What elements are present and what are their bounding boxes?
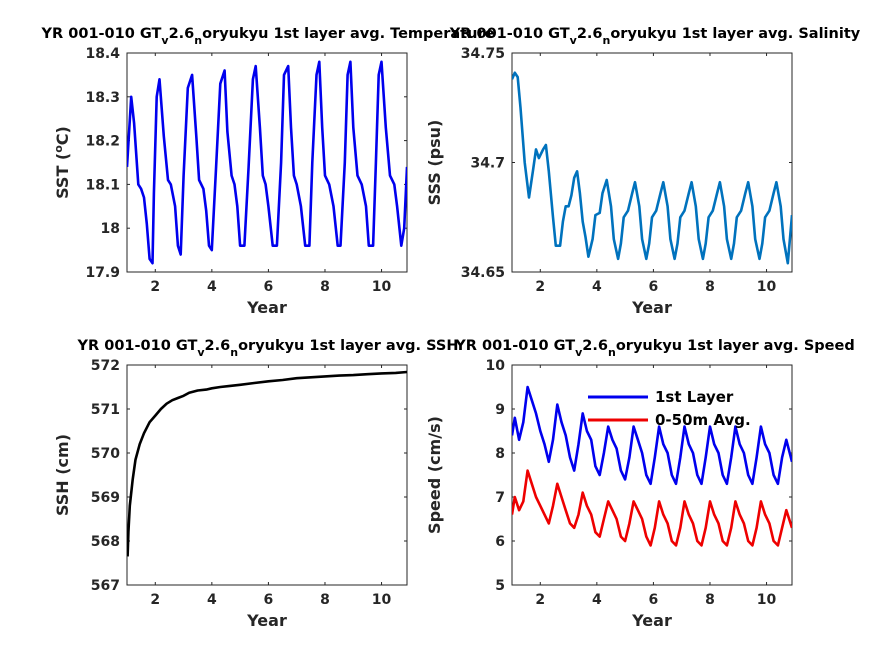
x-axis-label: Year xyxy=(246,298,287,317)
y-tick-label: 571 xyxy=(91,402,120,418)
x-tick-label: 8 xyxy=(705,592,715,608)
x-tick-label: 4 xyxy=(592,279,602,295)
chart-title-part: v xyxy=(575,346,583,359)
legend-entry: 1st Layer xyxy=(655,388,734,406)
x-axis-label: Year xyxy=(631,611,672,630)
y-tick-label: 6 xyxy=(495,534,505,550)
x-tick-label: 4 xyxy=(207,592,217,608)
y-axis-label-part: Speed (cm/s) xyxy=(425,416,444,534)
x-tick-label: 2 xyxy=(150,279,160,295)
y-tick-label: 18.1 xyxy=(85,177,120,193)
y-tick-label: 18 xyxy=(101,221,120,237)
y-tick-label: 5 xyxy=(495,578,505,594)
chart-title-part: YR 001-010 GT xyxy=(454,338,575,354)
y-axis-label-part: o xyxy=(52,145,65,153)
chart-title-part: 2.6 xyxy=(169,26,195,42)
plot-area xyxy=(511,52,793,273)
series-line-1 xyxy=(127,370,407,557)
chart-title-part: n xyxy=(608,346,616,359)
x-tick-label: 2 xyxy=(535,592,545,608)
y-axis-label-part: C) xyxy=(53,126,72,145)
x-tick-label: 10 xyxy=(757,592,777,608)
y-tick-label: 568 xyxy=(91,534,120,550)
y-tick-label: 569 xyxy=(91,490,120,506)
y-axis-label: Speed (cm/s) xyxy=(425,416,444,534)
y-tick-label: 7 xyxy=(495,490,505,506)
chart-panel-2: 2 4 6 8 10 34.65 34.7 34.75 Year SSS (psu) YR 001-… xyxy=(425,26,861,317)
chart-title: YR 001-010 GTv2.6noryukyu 1st layer avg.… xyxy=(41,26,495,47)
y-tick-label: 18.2 xyxy=(85,134,120,150)
chart-title-part: 2.6 xyxy=(577,26,603,42)
x-tick-label: 8 xyxy=(320,279,330,295)
chart-title: YR 001-010 GTv2.6noryukyu 1st layer avg.… xyxy=(77,338,459,359)
chart-title-part: v xyxy=(161,34,169,47)
series-line-1 xyxy=(127,60,407,265)
y-tick-label: 567 xyxy=(91,578,120,594)
legend-entry: 0-50m Avg. xyxy=(655,411,751,429)
y-axis-label-part: SSS (psu) xyxy=(425,120,444,206)
x-tick-label: 10 xyxy=(372,279,392,295)
y-axis-label-part: SST ( xyxy=(53,153,72,199)
x-tick-label: 6 xyxy=(649,279,659,295)
chart-title-part: v xyxy=(570,34,578,47)
y-tick-label: 572 xyxy=(91,358,120,374)
chart-panel-1: 2 4 6 8 10 17.9 18 18.1 18.2 18.3 18.4 Year SST (oC)… xyxy=(41,26,495,317)
chart-title-part: YR 001-010 GT xyxy=(449,26,570,42)
y-tick-label: 34.75 xyxy=(461,46,505,62)
series-line-1st-layer xyxy=(512,385,792,486)
chart-title-part: oryukyu 1st layer avg. Temperature xyxy=(202,26,494,42)
y-tick-label: 34.7 xyxy=(470,156,505,172)
chart-title-part: YR 001-010 GT xyxy=(77,338,198,354)
y-tick-label: 34.65 xyxy=(461,265,505,281)
x-tick-label: 10 xyxy=(757,279,777,295)
x-tick-label: 6 xyxy=(264,592,274,608)
chart-title: YR 001-010 GTv2.6noryukyu 1st layer avg.… xyxy=(449,26,861,47)
y-tick-label: 570 xyxy=(91,446,120,462)
chart-title-part: YR 001-010 GT xyxy=(41,26,162,42)
y-tick-label: 18.4 xyxy=(85,46,120,62)
chart-title-part: oryukyu 1st layer avg. Speed xyxy=(616,338,855,354)
chart-title-part: 2.6 xyxy=(582,338,608,354)
series-line-1 xyxy=(512,71,792,265)
chart-panel-3: 2 4 6 8 10 567 568 569 570 571 572 Year SSH (cm) YR 0… xyxy=(53,338,458,630)
chart-title-part: n xyxy=(603,34,611,47)
chart-title-part: oryukyu 1st layer avg. Salinity xyxy=(610,26,860,42)
x-tick-label: 6 xyxy=(649,592,659,608)
chart-title-part: oryukyu 1st layer avg. SSH xyxy=(238,338,458,354)
chart-title-part: n xyxy=(194,34,202,47)
plot-area xyxy=(126,364,408,586)
chart-panel-4: 2 4 6 8 10 5 6 7 8 9 10 Year Speed (cm/s) YR 001-010 … xyxy=(425,338,855,630)
y-tick-label: 9 xyxy=(495,402,505,418)
x-tick-label: 2 xyxy=(150,592,160,608)
chart-title-part: 2.6 xyxy=(205,338,231,354)
x-tick-label: 6 xyxy=(264,279,274,295)
y-axis-label: SST (oC) xyxy=(52,126,72,199)
chart-title-part: n xyxy=(230,346,238,359)
x-tick-label: 8 xyxy=(705,279,715,295)
x-axis-label: Year xyxy=(246,611,287,630)
y-tick-label: 18.3 xyxy=(85,90,120,106)
y-tick-label: 8 xyxy=(495,446,505,462)
chart-title: YR 001-010 GTv2.6noryukyu 1st layer avg.… xyxy=(454,338,854,359)
y-tick-label: 10 xyxy=(486,358,506,374)
x-tick-label: 4 xyxy=(592,592,602,608)
x-axis-label: Year xyxy=(631,298,672,317)
y-axis-label-part: SSH (cm) xyxy=(53,434,72,516)
chart-title-part: v xyxy=(197,346,205,359)
y-axis-label: SSS (psu) xyxy=(425,120,444,206)
x-tick-label: 10 xyxy=(372,592,392,608)
x-tick-label: 8 xyxy=(320,592,330,608)
x-tick-label: 4 xyxy=(207,279,217,295)
x-tick-label: 2 xyxy=(535,279,545,295)
y-tick-label: 17.9 xyxy=(85,265,120,281)
plot-area xyxy=(126,52,408,273)
series-line-0-50m-avg- xyxy=(512,469,792,547)
y-axis-label: SSH (cm) xyxy=(53,434,72,516)
